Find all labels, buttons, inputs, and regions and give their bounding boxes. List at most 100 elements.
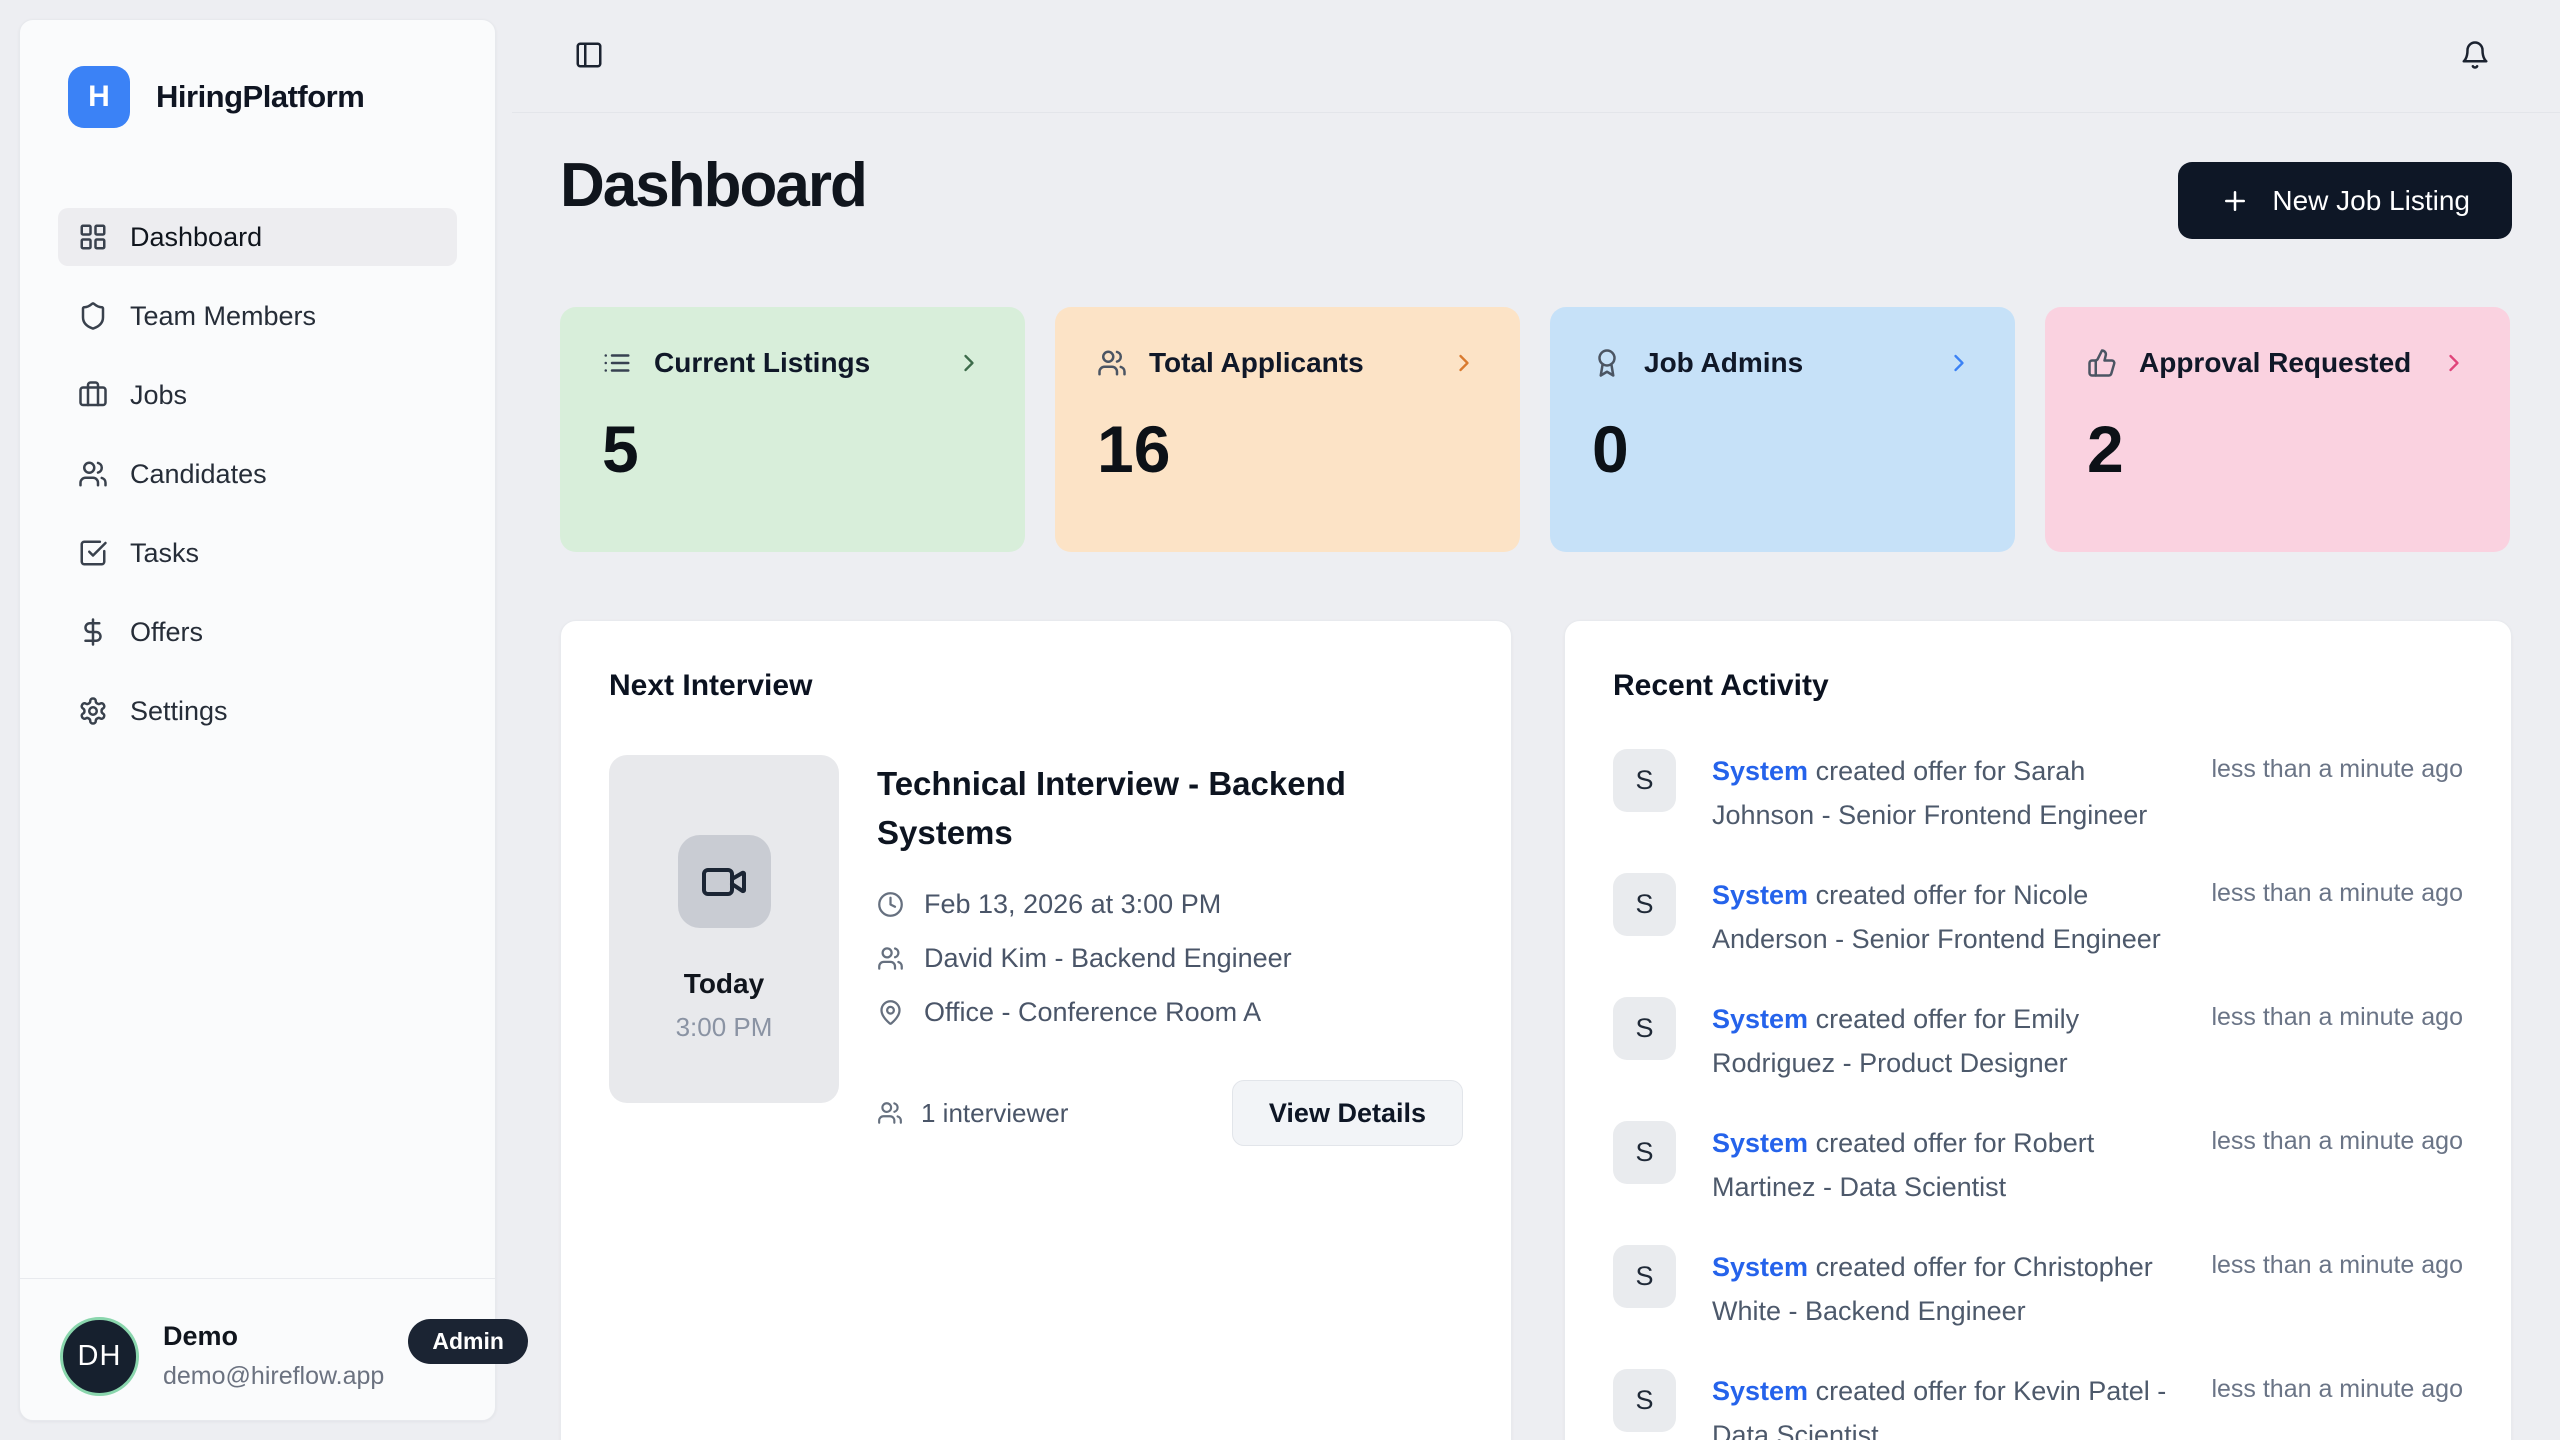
activity-item: S System created offer for Nicole Anders… [1613,873,2463,961]
stats-row: Current Listings 5 Total Applicants 16 J… [560,307,2510,552]
activity-item: S System created offer for Robert Martin… [1613,1121,2463,1209]
stat-label: Total Applicants [1149,347,1364,378]
activity-timestamp: less than a minute ago [2211,1003,2463,1031]
activity-actor-link[interactable]: System [1712,880,1809,910]
bell-icon [2462,41,2488,69]
stat-card-total-applicants[interactable]: Total Applicants 16 [1055,307,1520,552]
brand: H HiringPlatform [20,20,495,128]
users-icon [79,461,107,487]
clock-icon [878,892,903,917]
recent-activity-title: Recent Activity [1613,669,1829,702]
sidebar-item-label: Offers [130,616,204,647]
new-job-listing-button[interactable]: New Job Listing [2178,162,2512,239]
activity-text: created offer for Nicole Anderson - Seni… [1712,880,2161,954]
brand-name: HiringPlatform [156,79,365,114]
activity-actor-link[interactable]: System [1712,1376,1809,1406]
interview-day: Today [683,968,765,999]
stat-value: 2 [2087,412,2124,486]
chevron-right-icon [1954,354,1964,372]
award-icon [1598,349,1616,377]
activity-text: created offer for Kevin Patel - Data Sci… [1712,1376,2167,1440]
sidebar-toggle-button[interactable] [574,40,604,70]
next-interview-title: Next Interview [609,669,813,702]
sidebar-item-label: Team Members [130,300,317,331]
stat-value: 0 [1592,412,1629,486]
next-interview-panel: Next Interview Today 3:00 PM Technical I… [560,620,1512,1440]
activity-actor-link[interactable]: System [1712,1004,1809,1034]
dollar-icon [84,618,102,646]
user-menu[interactable]: DH Demo demo@hireflow.app Admin [20,1278,528,1420]
topbar [512,0,2560,113]
stat-card-approval-requested[interactable]: Approval Requested 2 [2045,307,2510,552]
users-icon [878,947,903,970]
sidebar: H HiringPlatform Dashboard Team Members … [19,19,528,1421]
users-icon [1098,350,1126,376]
user-meta: Demo demo@hireflow.app [163,1317,384,1391]
role-badge: Admin [408,1319,528,1364]
sidebar-item-candidates[interactable]: Candidates [58,445,457,503]
recent-activity-panel: Recent Activity S System created offer f… [1564,620,2512,1440]
activity-item: S System created offer for Emily Rodrigu… [1613,997,2463,1085]
activity-actor-link[interactable]: System [1712,1252,1809,1282]
interview-datetime: Feb 13, 2026 at 3:00 PM [877,889,1463,920]
activity-item: S System created offer for Kevin Patel -… [1613,1369,2463,1440]
interviewer-count-label: 1 interviewer [921,1097,1069,1128]
activity-timestamp: less than a minute ago [2211,1251,2463,1279]
activity-timestamp: less than a minute ago [2211,755,2463,783]
interview-location-label: Office - Conference Room A [924,997,1262,1027]
page-title: Dashboard [560,151,868,220]
interview-job-title: Technical Interview - Backend Systems [877,765,1346,851]
square-check-icon [80,540,107,566]
sidebar-item-label: Tasks [130,537,200,568]
sidebar-item-tasks[interactable]: Tasks [58,524,457,582]
sidebar-item-offers[interactable]: Offers [58,603,457,661]
sidebar-item-team-members[interactable]: Team Members [58,287,457,345]
brand-logo: H [68,66,130,128]
activity-avatar: S [1613,749,1676,812]
notifications-button[interactable] [2460,40,2490,70]
stat-label: Approval Requested [2139,347,2412,378]
activity-actor-link[interactable]: System [1712,756,1809,786]
interview-location: Office - Conference Room A [877,997,1463,1028]
interview-candidate: David Kim - Backend Engineer [877,943,1463,974]
activity-avatar: S [1613,1369,1676,1432]
sidebar-item-dashboard[interactable]: Dashboard [58,208,457,266]
activity-timestamp: less than a minute ago [2211,1375,2463,1403]
interviewer-count: 1 interviewer [877,1098,1068,1129]
layout-grid-icon [80,224,106,250]
stat-value: 5 [602,412,639,486]
main-content: Dashboard New Job Listing Current Listin… [512,0,2560,1440]
map-pin-icon [880,1000,901,1025]
chevron-right-icon [1459,354,1469,372]
activity-list: S System created offer for Sarah Johnson… [1613,749,2463,1440]
video-camera-icon [702,867,746,896]
activity-avatar: S [1613,873,1676,936]
stat-value: 16 [1097,412,1171,486]
activity-actor-link[interactable]: System [1712,1128,1809,1158]
activity-timestamp: less than a minute ago [2211,1127,2463,1155]
activity-timestamp: less than a minute ago [2211,879,2463,907]
activity-avatar: S [1613,997,1676,1060]
activity-item: S System created offer for Christopher W… [1613,1245,2463,1333]
sidebar-item-jobs[interactable]: Jobs [58,366,457,424]
activity-text: created offer for Robert Martinez - Data… [1712,1128,2095,1202]
activity-avatar: S [1613,1245,1676,1308]
thumbs-up-icon [2088,349,2116,377]
stat-card-current-listings[interactable]: Current Listings 5 [560,307,1025,552]
new-job-listing-label: New Job Listing [2272,184,2470,216]
briefcase-icon [79,381,107,407]
view-details-button[interactable]: View Details [1231,1080,1463,1146]
chevron-right-icon [2449,354,2459,372]
interview-time: 3:00 PM [675,1012,773,1042]
stat-card-job-admins[interactable]: Job Admins 0 [1550,307,2015,552]
activity-avatar: S [1613,1121,1676,1184]
avatar: DH [60,1317,139,1396]
shield-icon [81,302,105,330]
sidebar-item-label: Dashboard [130,221,263,252]
gear-icon [80,697,106,725]
sidebar-item-label: Settings [130,695,228,726]
stat-label: Job Admins [1644,347,1804,378]
user-name: Demo [163,1321,239,1351]
chevron-right-icon [964,354,974,372]
sidebar-item-settings[interactable]: Settings [58,682,457,740]
